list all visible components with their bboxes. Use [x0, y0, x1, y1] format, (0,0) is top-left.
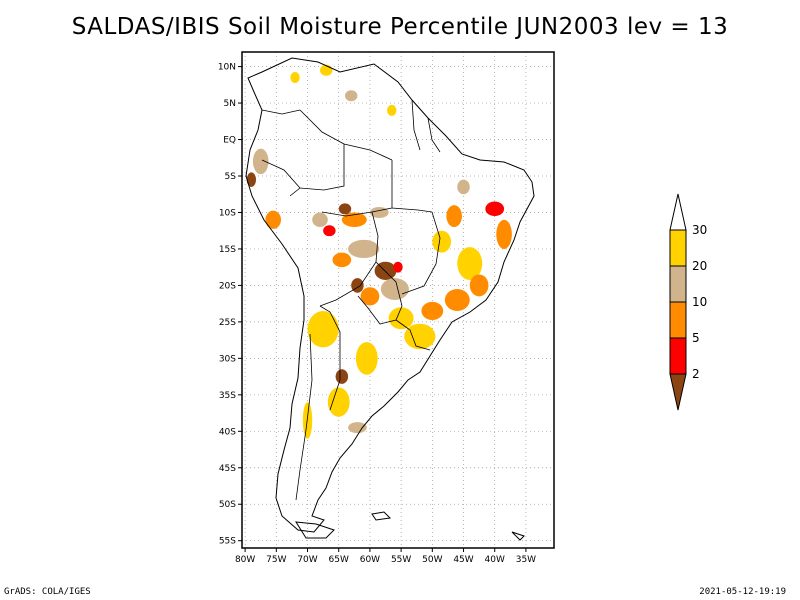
x-tick-label: 65W [329, 555, 349, 565]
percentile-patch [469, 274, 489, 297]
percentile-patch [338, 203, 352, 215]
legend-label: 30 [692, 223, 707, 237]
map-frame [241, 51, 555, 549]
x-tick-label: 35W [516, 555, 536, 565]
percentile-patch [348, 422, 367, 434]
percentile-patch [307, 310, 339, 348]
percentile-patch [335, 369, 349, 384]
footer-credit: GrADS: COLA/IGES [4, 587, 91, 597]
percentile-patch [496, 219, 512, 249]
axis-tick-labels: 80W 75W 70W 65W 60W 55W 50W 45W 40W 35W 10N 5N EQ 5S 1… [218, 63, 536, 565]
y-tick-label: 55S [219, 537, 236, 547]
percentile-patch [360, 287, 380, 306]
legend-label: 20 [692, 259, 707, 273]
y-tick-label: 40S [219, 427, 236, 437]
x-tick-label: 55W [391, 555, 411, 565]
percentile-patch [327, 387, 350, 417]
percentile-patch [404, 323, 436, 350]
y-tick-label: 25S [219, 318, 236, 328]
x-tick-label: 60W [360, 555, 380, 565]
percentile-patch [380, 278, 409, 301]
percentile-patch [290, 72, 300, 83]
legend-label: 5 [692, 331, 700, 345]
percentile-patch [323, 225, 336, 237]
y-tick-label: 15S [219, 245, 236, 255]
falkland-islands [371, 511, 392, 521]
country-borders [261, 99, 441, 501]
legend-swatch [669, 301, 687, 339]
percentile-patch [432, 230, 452, 253]
y-tick-label: 50S [219, 500, 236, 510]
y-tick-label: 30S [219, 354, 236, 364]
legend-swatch-bottom [669, 373, 687, 411]
legend-swatch [669, 229, 687, 267]
footer-timestamp: 2021-05-12-19:19 [699, 587, 786, 597]
tierra-del-fuego [295, 521, 335, 539]
y-tick-label: 10N [218, 63, 236, 73]
percentile-patch [457, 247, 483, 280]
y-tick-label: 10S [219, 208, 236, 218]
percentile-patch [320, 64, 333, 76]
percentile-regions [246, 64, 512, 439]
legend-label: 2 [692, 367, 700, 381]
colorbar-legend: 30 20 10 5 2 [669, 193, 707, 411]
legend-swatch [669, 337, 687, 375]
y-tick-label: 20S [219, 281, 236, 291]
south-georgia [511, 531, 525, 541]
percentile-patch [387, 104, 397, 116]
legend-swatch [669, 265, 687, 303]
south-america-coastline [245, 57, 535, 533]
legend-swatch-top [669, 193, 687, 231]
x-tick-label: 50W [422, 555, 442, 565]
coastlines-and-borders [245, 57, 535, 541]
gridlines [242, 52, 554, 548]
x-tick-label: 70W [297, 555, 317, 565]
x-tick-label: 40W [485, 555, 505, 565]
percentile-patch [393, 261, 403, 273]
x-tick-label: 80W [235, 555, 255, 565]
x-tick-label: 45W [453, 555, 473, 565]
x-tick-label: 75W [266, 555, 286, 565]
chart-title: SALDAS/IBIS Soil Moisture Percentile JUN… [71, 14, 729, 40]
percentile-patch [355, 341, 378, 375]
percentile-patch [246, 172, 257, 187]
y-tick-label: 45S [219, 464, 236, 474]
percentile-patch [341, 212, 367, 228]
percentile-patch [265, 210, 282, 229]
percentile-patch [457, 179, 470, 195]
percentile-patch [351, 278, 364, 293]
percentile-patch [344, 90, 358, 102]
percentile-patch [332, 252, 352, 268]
percentile-patch [388, 307, 414, 330]
y-tick-label: EQ [223, 136, 236, 146]
percentile-patch [252, 148, 269, 175]
y-tick-label: 5S [225, 172, 237, 182]
y-tick-label: 5N [224, 99, 236, 109]
percentile-patch [446, 205, 462, 228]
y-tick-label: 35S [219, 391, 236, 401]
percentile-patch [421, 301, 444, 321]
percentile-patch [444, 289, 470, 311]
percentile-patch [348, 239, 380, 259]
legend-label: 10 [692, 295, 707, 309]
percentile-patch [485, 201, 505, 217]
percentile-patch [312, 212, 328, 228]
